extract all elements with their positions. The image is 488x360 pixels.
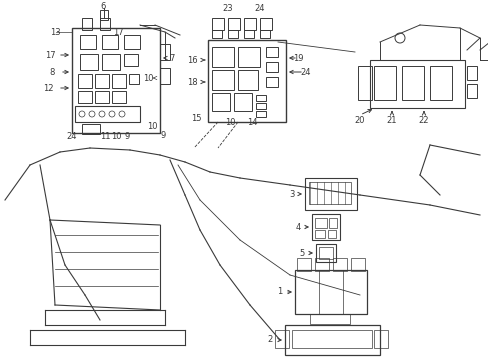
Bar — [466, 84, 476, 98]
Text: 15: 15 — [190, 113, 201, 122]
Bar — [112, 91, 126, 103]
Bar — [234, 93, 251, 111]
Text: 9: 9 — [160, 131, 165, 140]
Bar — [256, 95, 265, 101]
Bar — [373, 330, 387, 348]
Text: 10: 10 — [110, 131, 121, 140]
Bar — [256, 111, 265, 117]
Bar — [227, 18, 240, 30]
Bar — [285, 325, 379, 355]
Bar — [350, 258, 364, 271]
Bar — [78, 91, 92, 103]
Text: 11: 11 — [100, 131, 110, 140]
Bar — [102, 54, 120, 70]
Bar — [102, 35, 118, 49]
Bar — [309, 314, 349, 324]
Bar — [327, 230, 335, 238]
Bar — [75, 106, 140, 122]
Text: 4: 4 — [295, 222, 300, 231]
Text: 13: 13 — [50, 27, 60, 36]
Text: 7: 7 — [169, 54, 174, 63]
Bar — [212, 93, 229, 111]
Text: 24: 24 — [254, 4, 264, 13]
Bar — [160, 68, 170, 84]
Bar — [314, 218, 326, 228]
Bar — [100, 18, 110, 30]
Bar — [314, 230, 325, 238]
Text: 14: 14 — [246, 117, 257, 126]
Bar — [429, 66, 451, 100]
Bar — [311, 214, 339, 240]
Bar — [212, 30, 222, 38]
Text: 17: 17 — [44, 50, 55, 59]
Text: 10: 10 — [142, 73, 153, 82]
Bar — [95, 91, 109, 103]
Text: 12: 12 — [42, 84, 53, 93]
Bar — [238, 47, 260, 67]
Bar — [244, 18, 256, 30]
Bar — [212, 18, 224, 30]
Text: 3: 3 — [289, 189, 294, 198]
Bar — [212, 47, 234, 67]
Bar — [129, 74, 139, 84]
Bar — [256, 103, 265, 109]
Bar — [296, 258, 310, 271]
Bar — [332, 258, 346, 271]
Text: 22: 22 — [418, 116, 428, 125]
Bar — [265, 47, 278, 57]
Text: 19: 19 — [292, 54, 303, 63]
Bar — [227, 30, 238, 38]
Text: 24: 24 — [67, 131, 77, 140]
Bar — [82, 18, 92, 30]
Bar — [238, 70, 258, 90]
Bar — [328, 218, 336, 228]
Bar — [294, 270, 366, 314]
Bar — [314, 258, 328, 271]
Text: 21: 21 — [386, 116, 396, 125]
Bar — [124, 35, 140, 49]
Bar — [369, 60, 464, 108]
Bar — [160, 44, 170, 60]
Bar — [373, 66, 395, 100]
Bar — [265, 62, 278, 72]
Bar — [260, 30, 269, 38]
Bar — [357, 66, 371, 100]
Bar — [207, 40, 285, 122]
Bar — [244, 30, 253, 38]
Bar — [112, 74, 126, 88]
Bar — [82, 124, 100, 134]
Bar — [305, 178, 356, 210]
Bar — [260, 18, 271, 30]
Bar — [401, 66, 423, 100]
Bar — [265, 77, 278, 87]
Bar — [212, 70, 234, 90]
Bar — [100, 10, 108, 20]
Bar — [80, 54, 98, 70]
Bar — [315, 244, 335, 262]
Bar — [466, 66, 476, 80]
Text: 9: 9 — [124, 131, 129, 140]
Text: 18: 18 — [186, 77, 197, 86]
Text: 23: 23 — [222, 4, 233, 13]
Text: 20: 20 — [354, 116, 365, 125]
Bar — [274, 330, 288, 348]
Bar — [124, 54, 138, 66]
Text: 8: 8 — [49, 68, 55, 77]
Bar — [291, 330, 371, 348]
Text: 1: 1 — [277, 288, 282, 297]
Text: 2: 2 — [267, 336, 272, 345]
Text: 10: 10 — [146, 122, 157, 131]
Text: 17: 17 — [112, 27, 123, 36]
Text: 5: 5 — [299, 248, 304, 257]
Text: 16: 16 — [186, 55, 197, 64]
Bar — [72, 28, 160, 133]
Text: 6: 6 — [100, 1, 105, 10]
Text: 10: 10 — [224, 117, 235, 126]
Bar — [80, 35, 96, 49]
Bar — [95, 74, 109, 88]
Bar — [308, 182, 350, 204]
Bar — [318, 247, 332, 259]
Text: 24: 24 — [300, 68, 311, 77]
Bar — [78, 74, 92, 88]
